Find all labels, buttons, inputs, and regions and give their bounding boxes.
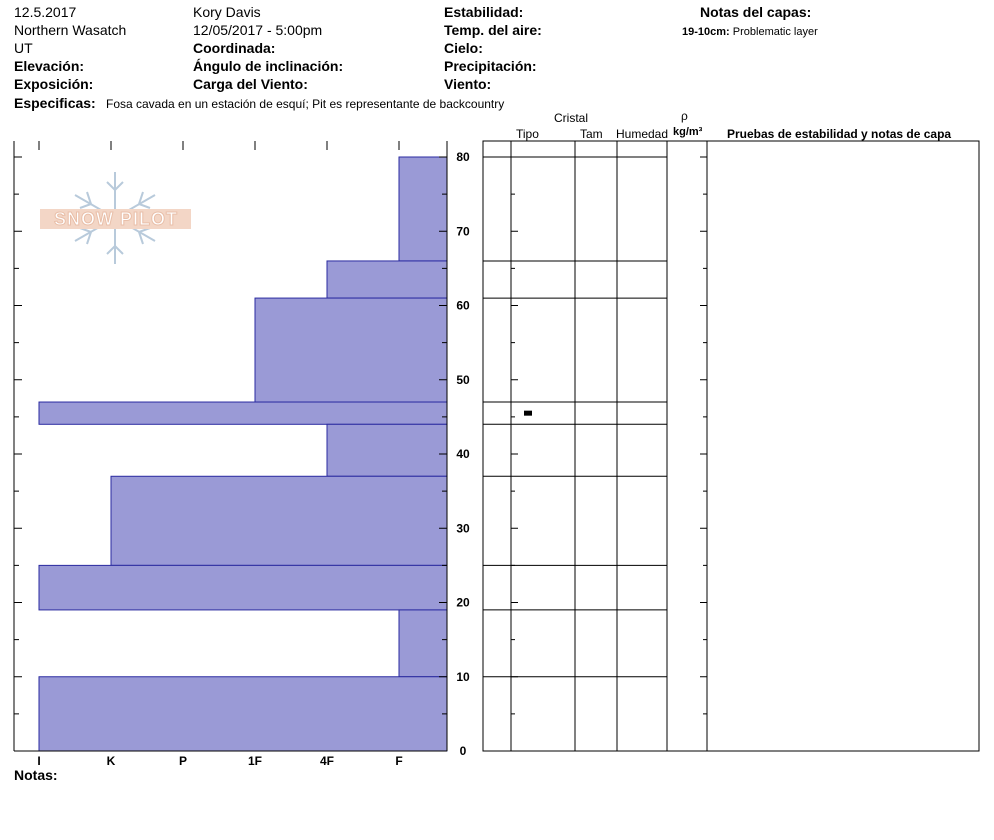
wind-label: Viento: (444, 76, 492, 92)
hardness-tick-label: F (395, 754, 402, 768)
specifics-text: Fosa cavada en un estación de esquí; Pit… (106, 97, 505, 111)
hardness-tick-label: K (107, 754, 116, 768)
rho-header: ρ (681, 109, 688, 123)
hardness-bar-4 (326, 423, 448, 477)
logo-text: SNOW PILOT (54, 209, 178, 229)
precip-label: Precipitación: (444, 58, 537, 74)
hardness-tick-label: P (179, 754, 187, 768)
layer-notes-label: Notas del capas: (700, 4, 812, 20)
hardness-tick-label: 4F (320, 754, 334, 768)
stability-label: Estabilidad: (444, 4, 524, 20)
hardness-tick-label: 1F (248, 754, 262, 768)
crystal-header: Cristal (554, 111, 589, 125)
snowpilot-logo: SNOW PILOT (40, 172, 191, 264)
aspect-label: Exposición: (14, 76, 94, 92)
humedad-header: Humedad (616, 127, 669, 141)
depth-tick-label: 10 (456, 670, 470, 684)
coordinates-label: Coordinada: (193, 40, 276, 56)
specifics-label: Especificas: (14, 95, 96, 111)
layer-note-depth: 19-10cm: (682, 26, 730, 38)
pit-state: UT (14, 40, 33, 56)
hardness-bar-2 (254, 297, 448, 403)
depth-tick-label: 0 (460, 744, 467, 758)
hardness-bar-6 (38, 564, 448, 611)
wind-loading-label: Carga del Viento: (193, 76, 308, 92)
hardness-tick-label: I (37, 754, 40, 768)
grain-type-marker (524, 410, 532, 416)
slope-angle-label: Ángulo de inclinación: (193, 58, 344, 74)
hardness-bar-5 (110, 475, 448, 566)
tests-header: Pruebas de estabilidad y notas de capa (727, 127, 952, 141)
layer-table (482, 140, 980, 752)
tipo-header: Tipo (516, 127, 539, 141)
table-frame (482, 140, 980, 752)
pit-date: 12.5.2017 (14, 4, 77, 20)
depth-tick-label: 70 (456, 224, 470, 238)
sky-label: Cielo: (444, 40, 483, 56)
tam-header: Tam (580, 127, 603, 141)
hardness-bar-3 (38, 401, 448, 425)
pit-region: Northern Wasatch (14, 22, 127, 38)
air-temp-label: Temp. del aire: (444, 22, 542, 38)
depth-tick-label: 30 (456, 521, 470, 535)
hardness-bar-1 (326, 260, 448, 299)
observation-datetime: 12/05/2017 - 5:00pm (193, 22, 323, 38)
hardness-bar-7 (398, 609, 448, 678)
depth-tick-label: 60 (456, 299, 470, 313)
layer-note-text: Problematic layer (732, 26, 818, 38)
depth-tick-label: 50 (456, 373, 470, 387)
elevation-label: Elevación: (14, 58, 85, 74)
hardness-profile: I K P 1F 4F F 0 10 20 30 40 50 60 70 80 (13, 141, 470, 768)
hardness-bar-0 (398, 156, 448, 262)
density-unit-header: kg/m³ (673, 126, 703, 138)
depth-tick-label: 40 (456, 447, 470, 461)
layer-note: 19-10cm: Problematic layer (682, 24, 818, 40)
hardness-bar-8 (38, 676, 448, 752)
notes-label: Notas: (14, 767, 58, 783)
depth-tick-label: 20 (456, 596, 470, 610)
observer-name: Kory Davis (193, 4, 261, 20)
depth-tick-label: 80 (456, 150, 470, 164)
